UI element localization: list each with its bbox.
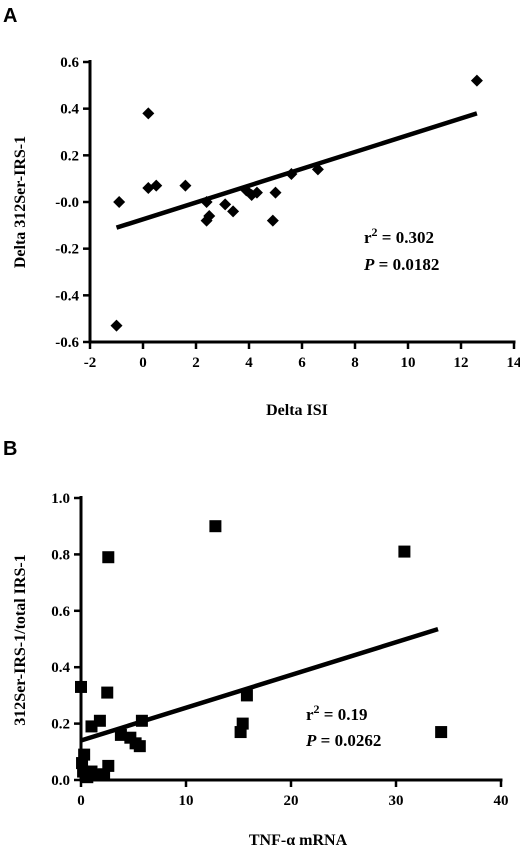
panel-b-x-tick-label: 30 <box>389 793 404 809</box>
panel-a-data-point <box>311 163 324 176</box>
panel-a-y-tick-label: -0.0 <box>55 195 79 211</box>
panel-a-data-point <box>470 74 483 87</box>
panel-a-data-point <box>269 186 282 199</box>
panel-b-data-point <box>435 726 448 739</box>
panel-a-data-point <box>219 198 232 211</box>
panel-a-y-tick-label: 0.6 <box>60 55 79 71</box>
panel-a-r2-annotation: r2 = 0.302 <box>364 225 434 247</box>
panel-b-data-point <box>102 551 115 564</box>
panel-b-data-point <box>101 686 114 699</box>
panel-a-data-point <box>113 196 126 208</box>
panel-b-y-tick-label: 0.8 <box>51 547 70 563</box>
panel-a-data-point <box>200 196 213 208</box>
panel-b-data-point <box>81 771 94 784</box>
panel-b-letter: B <box>3 438 17 460</box>
panel-a-x-tick-label: 6 <box>298 355 306 371</box>
panel-b-x-tick-label: 10 <box>179 793 194 809</box>
panel-a-letter: A <box>3 5 17 27</box>
panel-a-y-tick-label: 0.4 <box>60 102 79 118</box>
panel-a-x-tick-label: 4 <box>245 355 253 371</box>
panel-a-data-point <box>150 179 163 192</box>
panel-b-x-axis-title: TNF-α mRNA <box>249 832 348 849</box>
panel-a-x-tick-label: 12 <box>454 355 469 371</box>
panel-a-y-axis-title: Delta 312Ser-IRS-1 <box>12 136 29 268</box>
panel-b-data-point <box>135 714 148 727</box>
panel-a-regression-line <box>115 111 478 230</box>
panel-a-x-tick-label: 8 <box>351 355 359 371</box>
panel-b-x-tick-label: 40 <box>494 793 509 809</box>
panel-b-y-tick-label: 0.0 <box>51 773 70 789</box>
panel-b-y-tick-label: 0.4 <box>51 660 70 676</box>
panel-a-data-point <box>250 186 263 199</box>
panel-a-y-tick-label: 0.2 <box>60 148 79 164</box>
panel-a-x-axis-title: Delta ISI <box>266 402 328 419</box>
panel-b-y-axis-title: 312Ser-IRS-1/total IRS-1 <box>12 554 29 725</box>
panel-b: B 312Ser-IRS-1/total IRS-1 TNF-α mRNA r2… <box>3 438 509 849</box>
panel-b-x-tick-label: 0 <box>77 793 85 809</box>
panel-b-y-tick-label: 1.0 <box>51 491 70 507</box>
panel-a-data-point <box>227 205 240 218</box>
panel-a-data-point <box>142 107 155 120</box>
panel-a-x-tick-label: -2 <box>84 355 97 371</box>
panel-b-regression-line <box>80 626 439 743</box>
panel-b-data-point <box>75 680 87 693</box>
panel-b-data-point <box>133 740 146 753</box>
panel-a-p-annotation: P = 0.0182 <box>363 255 439 274</box>
panel-b-data-point <box>209 520 222 533</box>
panel-b-r2-annotation: r2 = 0.19 <box>306 702 367 724</box>
panel-a-data-point <box>110 319 123 332</box>
panel-b-y-tick-label: 0.6 <box>51 604 70 620</box>
panel-b-x-tick-label: 20 <box>284 793 299 809</box>
panel-a-x-tick-label: 10 <box>401 355 416 371</box>
panel-b-data-point <box>114 728 127 741</box>
panel-a-data-point <box>285 168 298 180</box>
panel-a-x-tick-label: 14 <box>507 355 520 371</box>
panel-a-data-point <box>179 179 192 192</box>
panel-b-data-point <box>98 768 111 781</box>
panel-a-data-point <box>200 214 213 227</box>
panel-a-data-point <box>266 214 279 227</box>
panel-a-y-tick-label: -0.2 <box>55 242 79 258</box>
panel-a-x-tick-label: 2 <box>192 355 200 371</box>
panel-b-data-point <box>234 726 247 739</box>
panel-a-x-tick-label: 0 <box>139 355 147 371</box>
panel-a-y-tick-label: -0.4 <box>55 288 79 304</box>
panel-b-data-point <box>398 545 411 558</box>
panel-a: A Delta 312Ser-IRS-1 Delta ISI r2 = 0.30… <box>3 5 520 419</box>
panel-b-data-point <box>85 720 98 733</box>
panel-b-p-annotation: P = 0.0262 <box>305 731 381 750</box>
panel-b-y-tick-label: 0.2 <box>51 717 70 733</box>
panel-b-data-point <box>240 689 253 702</box>
panel-a-y-tick-label: -0.6 <box>55 335 79 351</box>
